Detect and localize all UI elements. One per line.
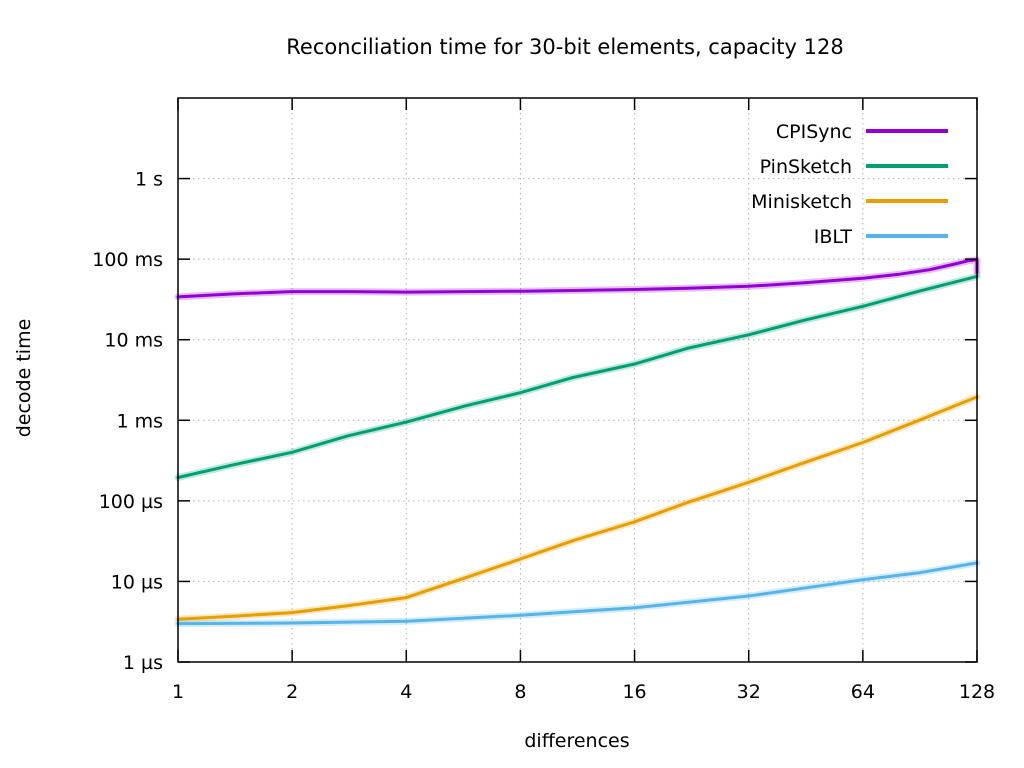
y-tick-label-1 ms: 1 ms — [116, 410, 163, 432]
legend-item-cpisync: CPISync — [776, 121, 948, 143]
y-tick-label-10 ms: 10 ms — [104, 330, 163, 352]
plot-border — [177, 97, 978, 663]
series-line-minisketch — [176, 395, 979, 621]
x-tick-label-2: 2 — [286, 681, 298, 703]
x-axis-label: differences — [524, 730, 629, 752]
y-tick-label-10 µs: 10 µs — [111, 571, 163, 593]
legend-item-iblt: IBLT — [814, 226, 948, 248]
chart-title: Reconciliation time for 30-bit elements,… — [286, 35, 843, 59]
legend-label-cpisync: CPISync — [776, 121, 852, 143]
legend: CPISync PinSketch Minisketch IBLT — [751, 121, 948, 248]
legend-label-minisketch: Minisketch — [751, 191, 852, 213]
series-line-cpisync — [176, 258, 979, 299]
series-layer — [174, 256, 981, 628]
x-tick-label-32: 32 — [737, 681, 761, 703]
series-band-minisketch — [174, 393, 981, 623]
x-tick-label-64: 64 — [851, 681, 875, 703]
x-tick-label-16: 16 — [622, 681, 646, 703]
frame-layer — [177, 97, 978, 663]
x-tick-label-8: 8 — [514, 681, 526, 703]
series-line-iblt — [176, 561, 979, 626]
legend-item-pinsketch: PinSketch — [760, 156, 948, 178]
x-tick-label-4: 4 — [400, 681, 412, 703]
legend-label-iblt: IBLT — [814, 226, 853, 248]
y-tick-label-100 ms: 100 ms — [92, 249, 163, 271]
x-tick-label-1: 1 — [172, 681, 184, 703]
tick-label-layer: 1 2 4 8 16 32 64 128 1 µs 10 µs 100 µs 1 ms 10 ms 100… — [92, 169, 995, 703]
y-tick-label-1 s: 1 s — [135, 169, 163, 191]
x-tick-label-128: 128 — [959, 681, 995, 703]
y-axis-label: decode time — [13, 319, 35, 438]
series-line-pinsketch — [176, 274, 979, 479]
y-tick-label-1 µs: 1 µs — [123, 652, 163, 674]
legend-label-pinsketch: PinSketch — [760, 156, 852, 178]
y-tick-label-100 µs: 100 µs — [99, 491, 163, 513]
legend-item-minisketch: Minisketch — [751, 191, 948, 213]
